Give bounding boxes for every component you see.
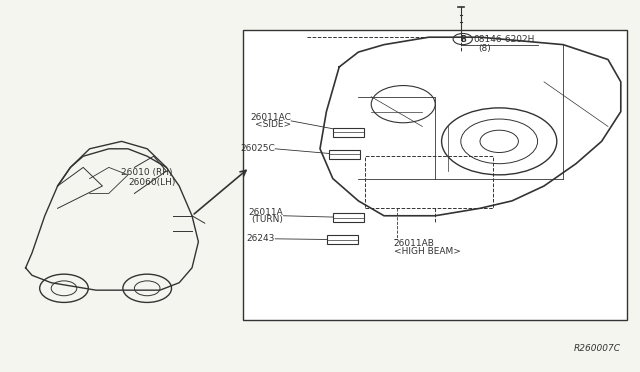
Bar — [329, 150, 360, 159]
Text: R260007C: R260007C — [574, 344, 621, 353]
Text: 26025C: 26025C — [241, 144, 275, 153]
Text: 26011AC: 26011AC — [250, 113, 291, 122]
Text: (TURN): (TURN) — [252, 215, 284, 224]
Text: 26010 (RH): 26010 (RH) — [122, 168, 173, 177]
Text: 26011AB: 26011AB — [394, 239, 435, 248]
Text: <SIDE>: <SIDE> — [255, 120, 291, 129]
Bar — [327, 235, 358, 244]
Text: 08146-6202H: 08146-6202H — [474, 35, 535, 44]
Text: (8): (8) — [479, 44, 492, 53]
Text: 26243: 26243 — [247, 234, 275, 243]
Text: 26060(LH): 26060(LH) — [129, 178, 176, 187]
Text: 26011A: 26011A — [249, 208, 284, 217]
Bar — [243, 30, 627, 320]
Text: B: B — [460, 35, 465, 44]
Bar — [333, 213, 364, 222]
Bar — [333, 128, 364, 137]
Bar — [365, 156, 493, 208]
Text: <HIGH BEAM>: <HIGH BEAM> — [394, 247, 460, 256]
